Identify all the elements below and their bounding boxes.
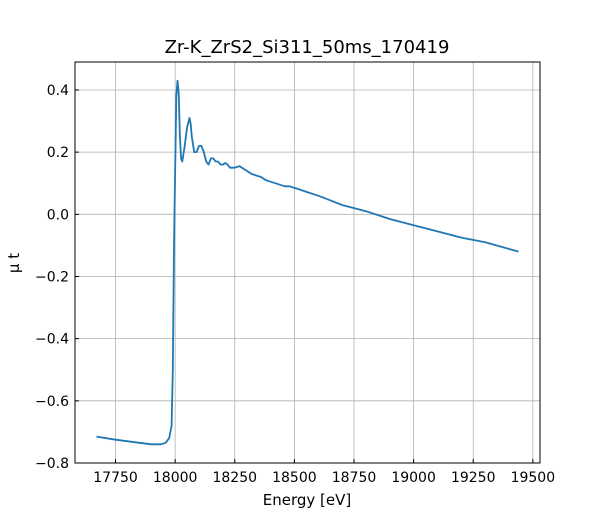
x-tick-label: 18750 (332, 470, 377, 486)
series-line (96, 79, 519, 446)
x-tick-label: 18250 (212, 470, 257, 486)
chart-title: Zr-K_ZrS2_Si311_50ms_170419 (165, 37, 450, 58)
x-tick-label: 18500 (272, 470, 317, 486)
y-tick-label: −0.4 (35, 332, 69, 348)
y-tick-label: 0.4 (47, 83, 69, 99)
y-tick-label: 0.0 (47, 207, 69, 223)
grid-lines (75, 62, 540, 464)
x-tick-label: 19250 (451, 470, 496, 486)
x-axis-label: Energy [eV] (263, 491, 351, 509)
x-tick-label: 18000 (153, 470, 198, 486)
x-tick-label: 17750 (93, 470, 138, 486)
y-tick-label: 0.2 (47, 145, 69, 161)
data-series (96, 79, 519, 446)
x-axis-ticks: 17750 18000 18250 18500 18750 19000 19250 19500 (93, 459, 555, 486)
y-tick-label: −0.6 (35, 394, 69, 410)
y-axis-label: μ t (5, 253, 23, 273)
y-axis-ticks: −0.8 −0.6 −0.4 −0.2 0.0 0.2 0.4 (35, 83, 79, 472)
y-tick-label: −0.8 (35, 456, 69, 472)
plot-frame (74, 61, 541, 464)
x-tick-label: 19500 (511, 470, 556, 486)
y-tick-label: −0.2 (35, 269, 69, 285)
x-tick-label: 19000 (391, 470, 436, 486)
